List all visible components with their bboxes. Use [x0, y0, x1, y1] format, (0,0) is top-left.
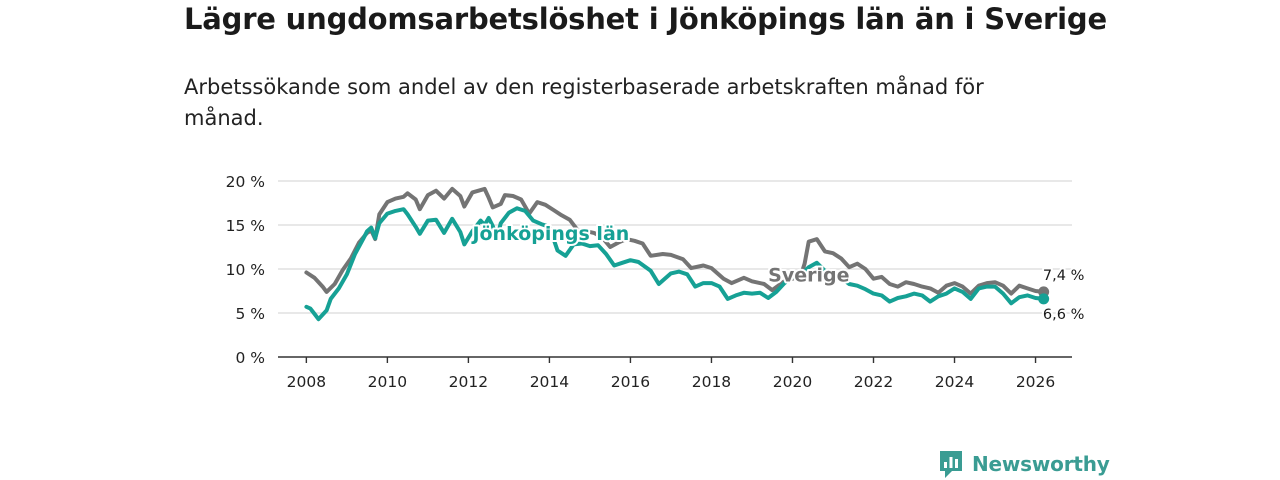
x-tick-label: 2010 [368, 373, 407, 391]
x-axis: 2008 2010 2012 2014 2016 2018 2020 2022 2024 2026 [278, 356, 1072, 391]
y-tick-label: 5 % [235, 305, 265, 323]
x-tick-label: 2020 [773, 373, 812, 391]
x-tick-label: 2012 [449, 373, 488, 391]
chart-subtitle: Arbetssökande som andel av den registerb… [184, 75, 984, 130]
x-tick-label: 2016 [611, 373, 650, 391]
x-tick-label: 2018 [692, 373, 731, 391]
x-tick-label: 2026 [1016, 373, 1055, 391]
y-axis: 0 % 5 % 10 % 15 % 20 % [226, 173, 265, 367]
grid-layer [278, 180, 1072, 314]
newsworthy-logo[interactable]: Newsworthy [938, 449, 1110, 479]
x-tick-label: 2024 [935, 373, 974, 391]
y-tick-label: 0 % [235, 349, 265, 367]
brand-name: Newsworthy [972, 452, 1110, 476]
y-tick-label: 15 % [226, 217, 265, 235]
y-tick-label: 20 % [226, 173, 265, 191]
x-tick-label: 2008 [287, 373, 326, 391]
series-line-sverige [304, 186, 1046, 296]
series-label-sverige: Sverige [768, 264, 849, 286]
newsworthy-chart-icon [940, 451, 962, 478]
y-tick-label: 10 % [226, 261, 265, 279]
label-layer: Sverige Jönköpings län 7,4 % 6,6 % [468, 221, 1086, 325]
end-point-jonkoping [1038, 293, 1050, 305]
end-label-jonkoping: 6,6 % [1043, 307, 1084, 323]
series-layer [304, 186, 1050, 322]
series-line-jonkoping [304, 206, 1046, 322]
chart-title: Lägre ungdomsarbetslöshet i Jönköpings l… [184, 2, 1107, 36]
x-tick-label: 2022 [854, 373, 893, 391]
end-label-sverige: 7,4 % [1043, 268, 1084, 284]
x-tick-label: 2014 [530, 373, 569, 391]
series-label-jonkoping: Jönköpings län [470, 223, 629, 245]
